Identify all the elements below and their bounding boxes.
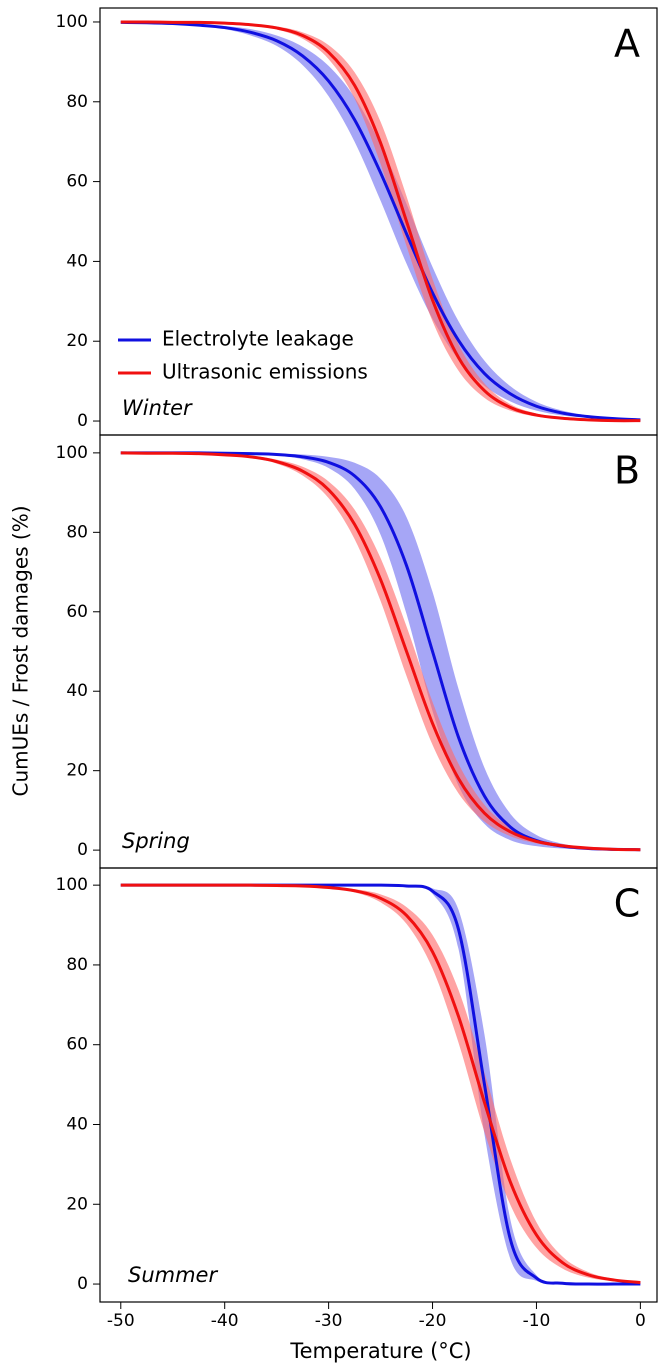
panel-frame: [99, 867, 658, 1303]
confidence-band: [120, 452, 641, 851]
y-tick-label: 80: [66, 955, 88, 975]
panel-label: A: [614, 22, 640, 66]
y-tick-label: 0: [77, 411, 88, 431]
x-tick-label: -10: [523, 1311, 551, 1331]
y-tick-label: 100: [56, 875, 88, 895]
series-line: [120, 451, 641, 852]
series-line: [120, 20, 641, 423]
y-tick-label: 20: [66, 761, 88, 781]
y-tick-label: 40: [66, 681, 88, 701]
x-tick-label: -50: [107, 1311, 135, 1331]
y-tick-label: 80: [66, 522, 88, 542]
series-line: [120, 883, 641, 1284]
legend-label: Ultrasonic emissions: [162, 360, 368, 384]
panel-label: C: [614, 882, 641, 926]
series-line: [120, 883, 641, 1286]
legend-label: Electrolyte leakage: [162, 327, 354, 351]
y-tick-label: 40: [66, 251, 88, 271]
y-tick-label: 60: [66, 602, 88, 622]
x-tick-label: -30: [315, 1311, 343, 1331]
series-line: [120, 20, 641, 422]
panel-label: B: [614, 449, 640, 493]
y-tick-label: 60: [66, 172, 88, 192]
confidence-band: [120, 885, 641, 1283]
y-tick-label: 100: [56, 12, 88, 32]
y-tick-label: 40: [66, 1114, 88, 1134]
y-axis-label: CumUEs / Frost damages (%): [9, 505, 33, 796]
x-tick-label: -20: [419, 1311, 447, 1331]
x-tick-label: -40: [211, 1311, 239, 1331]
y-tick-label: 100: [56, 443, 88, 463]
y-tick-label: 60: [66, 1035, 88, 1055]
y-tick-label: 0: [77, 1274, 88, 1294]
season-label: Spring: [122, 829, 190, 853]
y-tick-label: 0: [77, 840, 88, 860]
y-tick-label: 20: [66, 331, 88, 351]
y-tick-label: 20: [66, 1194, 88, 1214]
x-axis-label: Temperature (°C): [289, 1339, 471, 1363]
y-tick-label: 80: [66, 92, 88, 112]
season-label: Winter: [122, 396, 193, 420]
x-tick-label: 0: [635, 1311, 646, 1331]
confidence-band: [120, 885, 641, 1285]
season-label: Summer: [128, 1263, 218, 1287]
